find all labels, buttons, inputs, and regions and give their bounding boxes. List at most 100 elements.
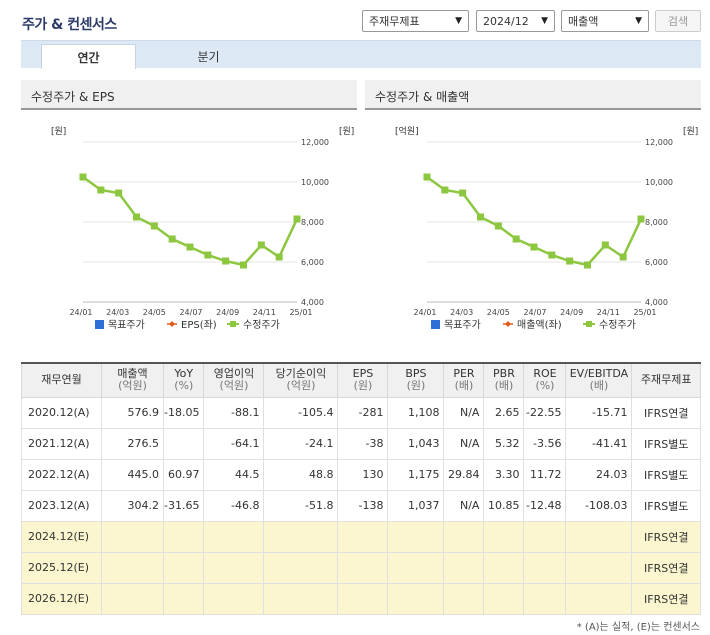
price-point[interactable]	[512, 235, 520, 243]
table-cell	[443, 520, 485, 553]
price-legend-icon	[586, 321, 592, 327]
price-point[interactable]	[115, 189, 123, 197]
column-header: 재무연월	[21, 362, 102, 398]
basis-select-value: 주재무제표	[369, 15, 420, 28]
x-tick-label: 24/03	[450, 308, 473, 317]
column-header: 매출액 (억원)	[101, 362, 164, 398]
price-series-line	[426, 175, 643, 267]
table-cell	[337, 551, 389, 584]
table-cell: -18.05	[162, 396, 205, 429]
price-point[interactable]	[494, 222, 502, 230]
chart-panel-sales: 수정주가 & 매출액 [억원] [원] 12,000 10,000 8,000 6,0…	[365, 80, 701, 330]
price-point[interactable]	[584, 261, 591, 269]
right-axis-unit: [원]	[339, 126, 354, 137]
price-point[interactable]	[459, 189, 467, 197]
price-point[interactable]	[257, 241, 265, 249]
price-point[interactable]	[168, 235, 176, 243]
column-header: 영업이익 (억원)	[203, 362, 265, 398]
table-cell	[523, 551, 567, 584]
price-point[interactable]	[150, 222, 158, 230]
price-point[interactable]	[97, 186, 105, 194]
legend-secondary-label: EPS(좌)	[181, 319, 217, 330]
sales-legend-icon	[505, 321, 511, 327]
price-series-line	[82, 175, 299, 267]
table-cell: 576.9	[101, 396, 164, 429]
period-tabs: 연간 분기	[21, 40, 701, 69]
y-tick-label: 6,000	[645, 258, 668, 267]
table-row: 2020.12(A) 576.9 -18.05 -88.1 -105.4 -281 1,10…	[21, 396, 701, 429]
table-cell	[483, 582, 525, 615]
column-header-label: PBR	[493, 366, 515, 380]
table-header-row: 재무연월 매출액 (억원) YoY (%) 영업이익 (억원) 당기순이익 (억원) EPS (원)…	[21, 362, 701, 398]
price-point[interactable]	[530, 243, 538, 251]
price-point[interactable]	[441, 186, 449, 194]
x-tick-label: 25/01	[289, 308, 312, 317]
x-tick-label: 24/07	[179, 308, 202, 317]
table-cell	[387, 582, 445, 615]
tab-annual[interactable]: 연간	[41, 44, 136, 69]
y-tick-label: 6,000	[301, 258, 324, 267]
period-select[interactable]: 2024/12 ▼	[476, 10, 555, 32]
table-cell: -24.1	[263, 427, 339, 460]
table-cell: -281	[337, 396, 389, 429]
price-point[interactable]	[566, 257, 574, 265]
legend-price-label: 수정주가	[243, 319, 280, 330]
table-cell: -108.03	[565, 489, 633, 522]
search-button[interactable]: 검색	[655, 10, 701, 32]
column-header: EV/EBITDA (배)	[565, 362, 633, 398]
price-point[interactable]	[79, 173, 87, 181]
price-point[interactable]	[186, 243, 194, 251]
column-header-label: BPS	[405, 366, 427, 380]
price-point[interactable]	[204, 251, 212, 259]
price-point[interactable]	[275, 253, 283, 261]
price-point[interactable]	[601, 241, 609, 249]
price-point[interactable]	[133, 213, 140, 221]
table-cell: 2022.12(A)	[21, 458, 102, 491]
table-cell	[337, 582, 389, 615]
table-cell	[162, 520, 205, 553]
chart-legend: 목표주가 EPS(좌) 수정주가	[95, 319, 280, 330]
price-point[interactable]	[222, 257, 230, 265]
table-cell: -138	[337, 489, 389, 522]
y-tick-label: 4,000	[301, 298, 324, 307]
table-cell: 2.65	[483, 396, 525, 429]
y-tick-label: 12,000	[645, 138, 673, 147]
table-cell: 2021.12(A)	[21, 427, 102, 460]
table-cell: 2024.12(E)	[21, 520, 102, 553]
table-cell	[203, 551, 265, 584]
column-header-label: 매출액	[117, 366, 148, 380]
table-cell	[387, 520, 445, 553]
column-header: PER (배)	[443, 362, 485, 398]
legend-secondary-label: 매출액(좌)	[517, 319, 562, 330]
column-header-label: 당기순이익	[275, 366, 327, 380]
column-header: YoY (%)	[162, 362, 205, 398]
legend-target-label: 목표주가	[444, 319, 481, 330]
price-point[interactable]	[240, 261, 247, 269]
table-cell: 29.84	[443, 458, 485, 491]
chart-title: 수정주가 & 매출액	[365, 80, 701, 110]
price-point[interactable]	[548, 251, 556, 259]
table-cell: 276.5	[101, 427, 164, 460]
left-axis-unit: [원]	[51, 126, 66, 137]
price-point[interactable]	[619, 253, 627, 261]
chart-panel-eps: 수정주가 & EPS [원] [원] 12,000 10,000 8,000 6,00…	[21, 80, 357, 330]
table-cell	[565, 582, 633, 615]
column-header-label: EV/EBITDA	[569, 366, 629, 380]
y-tick-label: 8,000	[301, 218, 324, 227]
table-cell: -22.55	[523, 396, 567, 429]
table-cell: IFRS연결	[631, 582, 701, 615]
price-point[interactable]	[293, 215, 301, 223]
price-point[interactable]	[637, 215, 645, 223]
table-cell: 130	[337, 458, 389, 491]
table-cell: IFRS별도	[631, 427, 701, 460]
table-cell	[263, 520, 339, 553]
table-cell	[523, 582, 567, 615]
tab-quarterly[interactable]: 분기	[197, 50, 220, 64]
basis-select[interactable]: 주재무제표 ▼	[362, 10, 469, 32]
price-point[interactable]	[423, 173, 431, 181]
y-tick-label: 8,000	[645, 218, 668, 227]
right-axis-unit: [원]	[683, 126, 698, 137]
metric-select[interactable]: 매출액 ▼	[561, 10, 649, 32]
x-tick-label: 24/09	[216, 308, 239, 317]
price-point[interactable]	[477, 213, 484, 221]
